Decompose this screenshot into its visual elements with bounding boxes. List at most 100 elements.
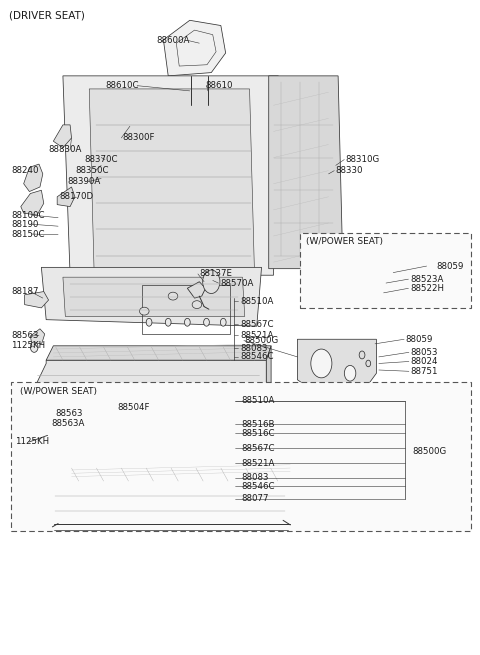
Polygon shape bbox=[89, 89, 254, 269]
Text: 88521A: 88521A bbox=[240, 331, 274, 340]
Ellipse shape bbox=[168, 292, 178, 300]
Circle shape bbox=[187, 90, 194, 101]
Text: 88310G: 88310G bbox=[345, 155, 380, 164]
Text: 1125KH: 1125KH bbox=[11, 341, 45, 350]
Text: 88170D: 88170D bbox=[59, 193, 93, 201]
Circle shape bbox=[366, 360, 371, 367]
Text: 88600A: 88600A bbox=[156, 36, 190, 45]
Text: 88330: 88330 bbox=[336, 166, 363, 175]
Polygon shape bbox=[30, 329, 45, 345]
Circle shape bbox=[359, 351, 365, 359]
Circle shape bbox=[146, 318, 152, 326]
Polygon shape bbox=[63, 76, 278, 275]
Circle shape bbox=[372, 289, 379, 298]
Circle shape bbox=[165, 318, 171, 326]
Polygon shape bbox=[24, 291, 48, 308]
Text: 88150C: 88150C bbox=[11, 229, 45, 238]
Text: 88077: 88077 bbox=[241, 495, 268, 503]
Bar bbox=[320, 274, 336, 288]
Text: 88516B: 88516B bbox=[241, 420, 275, 429]
Circle shape bbox=[204, 90, 212, 101]
Polygon shape bbox=[57, 187, 75, 206]
Text: 88751: 88751 bbox=[410, 367, 437, 376]
Polygon shape bbox=[48, 410, 62, 426]
Text: 88500G: 88500G bbox=[245, 336, 279, 345]
Circle shape bbox=[344, 365, 356, 381]
Text: 88521A: 88521A bbox=[241, 459, 275, 468]
Polygon shape bbox=[313, 270, 385, 296]
Polygon shape bbox=[53, 125, 72, 148]
Text: 88240: 88240 bbox=[11, 166, 39, 175]
Text: (W/POWER SEAT): (W/POWER SEAT) bbox=[306, 237, 383, 246]
Circle shape bbox=[184, 318, 190, 326]
Polygon shape bbox=[269, 76, 343, 269]
Polygon shape bbox=[21, 190, 44, 215]
Polygon shape bbox=[163, 447, 185, 466]
Polygon shape bbox=[63, 277, 245, 316]
Polygon shape bbox=[298, 339, 376, 393]
Circle shape bbox=[203, 270, 220, 293]
Text: 88059: 88059 bbox=[405, 335, 432, 344]
Text: 88190: 88190 bbox=[11, 219, 38, 229]
Circle shape bbox=[220, 318, 226, 326]
Bar bbox=[142, 285, 230, 334]
Text: 88137E: 88137E bbox=[199, 269, 232, 278]
Circle shape bbox=[204, 318, 209, 326]
Text: 88563: 88563 bbox=[56, 409, 83, 419]
Polygon shape bbox=[187, 282, 205, 298]
Text: 88510A: 88510A bbox=[241, 396, 275, 405]
Circle shape bbox=[22, 438, 32, 451]
Text: 88504F: 88504F bbox=[117, 403, 149, 413]
Text: (DRIVER SEAT): (DRIVER SEAT) bbox=[9, 10, 85, 20]
Polygon shape bbox=[46, 346, 271, 360]
Text: 88059: 88059 bbox=[436, 261, 464, 271]
Polygon shape bbox=[266, 346, 271, 400]
Text: 88563: 88563 bbox=[11, 331, 39, 341]
Text: 88024: 88024 bbox=[410, 357, 437, 366]
Polygon shape bbox=[41, 267, 262, 326]
Ellipse shape bbox=[192, 301, 202, 309]
Text: 88187: 88187 bbox=[11, 287, 39, 296]
Text: 88300F: 88300F bbox=[123, 134, 155, 142]
Text: 88500G: 88500G bbox=[412, 447, 446, 456]
Text: 88567C: 88567C bbox=[240, 320, 274, 329]
Text: 88083: 88083 bbox=[240, 344, 267, 353]
Text: 88390A: 88390A bbox=[68, 178, 101, 186]
Circle shape bbox=[103, 484, 114, 500]
Circle shape bbox=[169, 450, 179, 463]
Text: 88350C: 88350C bbox=[75, 166, 108, 175]
Polygon shape bbox=[309, 262, 393, 301]
Text: 88610: 88610 bbox=[205, 81, 233, 90]
Circle shape bbox=[98, 478, 119, 506]
Text: 88370C: 88370C bbox=[84, 155, 118, 164]
Bar bbox=[11, 383, 471, 531]
Text: 88053: 88053 bbox=[410, 348, 437, 357]
Text: 88083: 88083 bbox=[241, 474, 268, 482]
Circle shape bbox=[49, 420, 56, 429]
Polygon shape bbox=[63, 466, 297, 479]
Ellipse shape bbox=[140, 307, 149, 315]
Circle shape bbox=[311, 349, 332, 378]
Bar bbox=[300, 233, 471, 308]
Text: 88516C: 88516C bbox=[241, 429, 275, 438]
Circle shape bbox=[30, 342, 38, 352]
Text: 88100C: 88100C bbox=[11, 210, 45, 219]
Text: 88563A: 88563A bbox=[51, 419, 84, 428]
Circle shape bbox=[362, 279, 371, 291]
Polygon shape bbox=[163, 20, 226, 76]
Text: 88830A: 88830A bbox=[48, 145, 82, 154]
Text: 88546C: 88546C bbox=[241, 482, 275, 491]
Text: (W/POWER SEAT): (W/POWER SEAT) bbox=[20, 387, 97, 396]
Text: 88610C: 88610C bbox=[105, 81, 139, 90]
Text: 1125KH: 1125KH bbox=[15, 438, 49, 446]
Text: 88510A: 88510A bbox=[240, 297, 274, 306]
Polygon shape bbox=[24, 164, 43, 191]
Text: 88523A: 88523A bbox=[410, 274, 444, 284]
Text: 88570A: 88570A bbox=[220, 278, 253, 288]
Polygon shape bbox=[292, 466, 297, 520]
Polygon shape bbox=[53, 479, 292, 520]
Text: 88567C: 88567C bbox=[241, 444, 275, 453]
Text: 88522H: 88522H bbox=[410, 284, 444, 293]
Polygon shape bbox=[35, 360, 266, 400]
Text: 88546C: 88546C bbox=[240, 352, 274, 362]
